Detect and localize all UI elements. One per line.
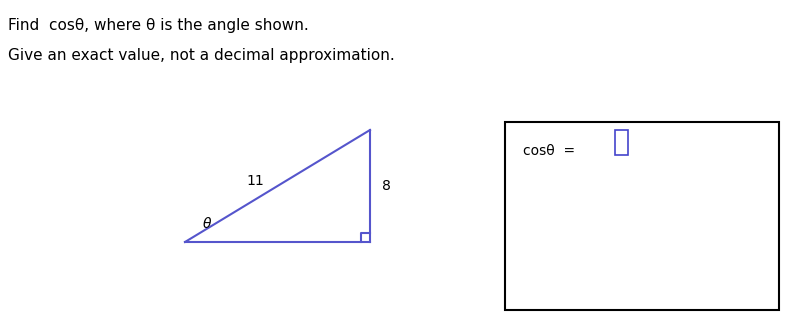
Text: 8: 8: [382, 179, 391, 193]
Text: cosθ  =: cosθ =: [523, 144, 579, 158]
Text: Give an exact value, not a decimal approximation.: Give an exact value, not a decimal appro…: [8, 48, 394, 63]
Text: 11: 11: [247, 174, 264, 188]
Text: Find  cosθ, where θ is the angle shown.: Find cosθ, where θ is the angle shown.: [8, 18, 308, 33]
Bar: [505, 122, 779, 310]
Text: θ: θ: [203, 217, 211, 231]
Bar: [615, 130, 628, 155]
